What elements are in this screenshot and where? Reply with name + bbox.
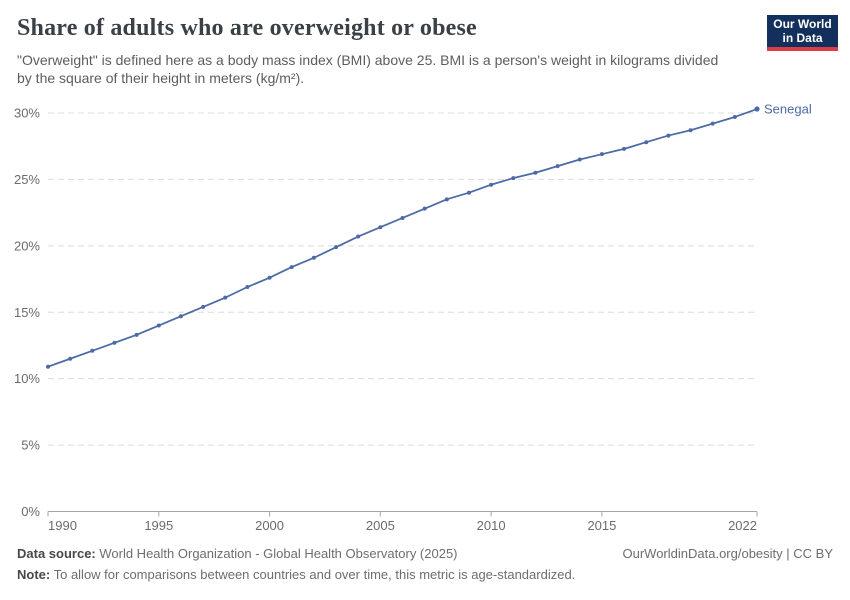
data-point[interactable] — [46, 364, 50, 369]
data-point[interactable] — [400, 215, 405, 220]
data-source-label: Data source: — [17, 546, 96, 561]
data-point[interactable] — [134, 332, 139, 337]
data-source-text: World Health Organization - Global Healt… — [95, 546, 458, 561]
data-point[interactable] — [688, 128, 693, 133]
y-tick-label: 20% — [14, 238, 40, 253]
y-tick-label: 30% — [14, 106, 40, 121]
data-point[interactable] — [511, 176, 516, 181]
owid-logo-box: Our World in Data — [767, 15, 838, 47]
owid-logo-line1: Our World — [773, 17, 832, 31]
y-tick-label: 5% — [21, 438, 40, 453]
note-text: To allow for comparisons between countri… — [50, 567, 576, 582]
line-chart: 0% 5% 10% 15% 20% 25% 30% 1990 1995 2000 2005 2010 2… — [14, 102, 812, 533]
y-tick-label: 15% — [14, 305, 40, 320]
series-label[interactable]: Senegal — [764, 102, 812, 117]
chart-footer: Data source: World Health Organization -… — [17, 546, 833, 582]
note-label: Note: — [17, 567, 51, 582]
data-point[interactable] — [444, 197, 449, 202]
data-point[interactable] — [577, 157, 582, 162]
data-point[interactable] — [533, 170, 538, 175]
data-point[interactable] — [732, 114, 737, 119]
data-point[interactable] — [622, 146, 627, 151]
owid-logo-red-bar — [767, 47, 838, 51]
data-point[interactable] — [555, 164, 560, 169]
x-tick-label: 2000 — [255, 518, 284, 533]
x-tick-label: 1990 — [48, 518, 77, 533]
license-link[interactable]: OurWorldinData.org/obesity | CC BY — [622, 546, 834, 561]
data-point[interactable] — [466, 190, 471, 195]
x-tick-label: 2010 — [477, 518, 506, 533]
data-point[interactable] — [112, 340, 117, 345]
owid-logo-line2: in Data — [782, 31, 823, 45]
data-point[interactable] — [90, 348, 95, 353]
data-point[interactable] — [599, 152, 604, 157]
x-tick-label: 2005 — [366, 518, 395, 533]
data-point[interactable] — [710, 121, 715, 126]
owid-logo[interactable]: Our World in Data — [767, 15, 838, 51]
y-tick-label: 0% — [21, 504, 40, 519]
data-point[interactable] — [289, 265, 294, 270]
data-point[interactable] — [245, 285, 250, 290]
data-point[interactable] — [422, 206, 427, 211]
data-point[interactable] — [68, 356, 73, 361]
x-tick-label: 2022 — [728, 518, 757, 533]
data-point[interactable] — [311, 255, 316, 260]
y-tick-label: 25% — [14, 172, 40, 187]
x-tick-label: 2015 — [587, 518, 616, 533]
data-point[interactable] — [334, 245, 339, 250]
data-point[interactable] — [267, 275, 272, 280]
data-point[interactable] — [644, 140, 649, 145]
chart-subtitle: "Overweight" is defined here as a body m… — [17, 52, 719, 86]
page-title: Share of adults who are overweight or ob… — [17, 15, 477, 41]
data-point[interactable] — [356, 234, 361, 239]
data-point[interactable] — [754, 106, 760, 112]
x-tick-label: 1995 — [144, 518, 173, 533]
data-point[interactable] — [178, 314, 183, 319]
trend-line — [47, 108, 758, 368]
y-tick-label: 10% — [14, 371, 40, 386]
data-point[interactable] — [201, 304, 206, 309]
data-point[interactable] — [156, 323, 161, 328]
data-point[interactable] — [378, 225, 383, 230]
data-point[interactable] — [666, 133, 671, 138]
chart-note: Note: To allow for comparisons between c… — [17, 567, 833, 582]
data-source: Data source: World Health Organization -… — [17, 546, 458, 561]
data-point[interactable] — [489, 182, 494, 187]
data-point[interactable] — [223, 295, 228, 300]
